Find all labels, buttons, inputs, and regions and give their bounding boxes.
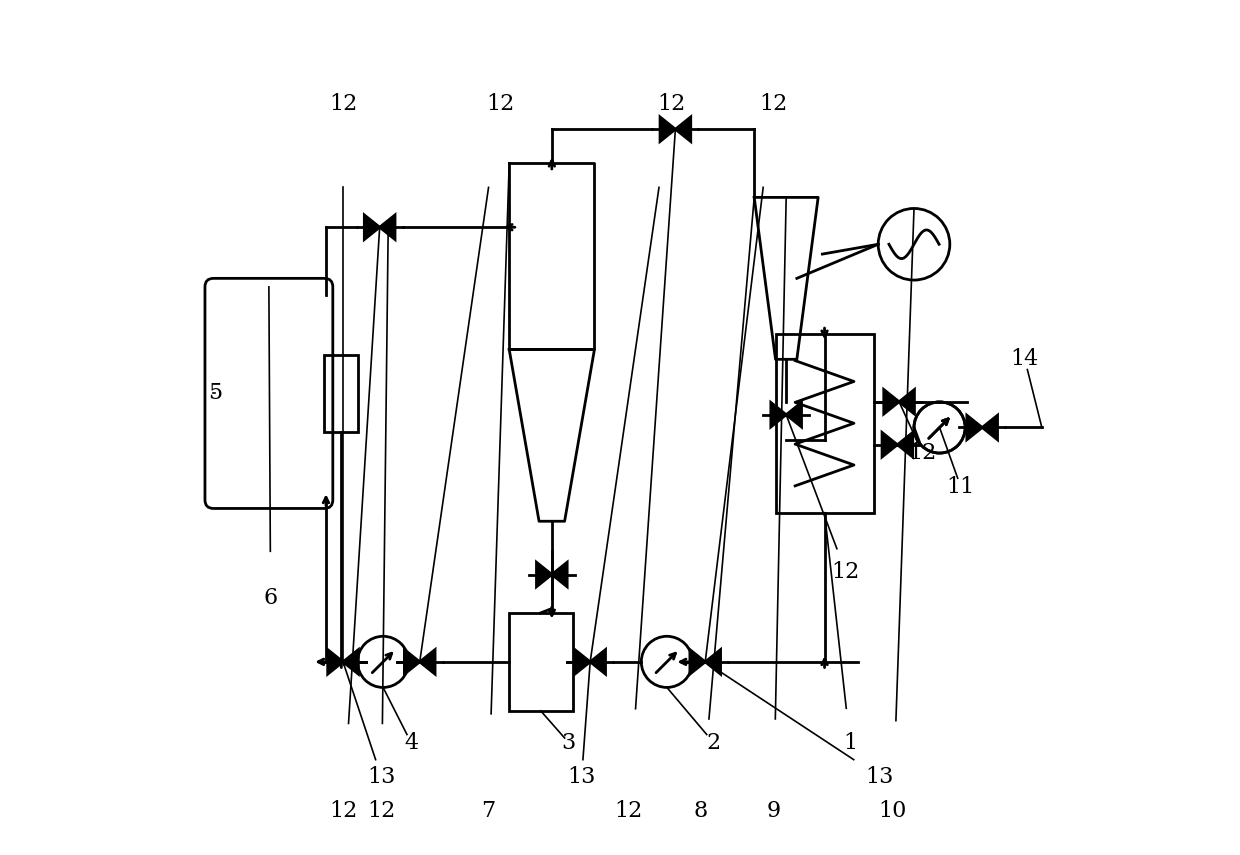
Text: 13: 13 <box>568 766 596 788</box>
Polygon shape <box>884 390 899 414</box>
Polygon shape <box>786 403 801 427</box>
Bar <box>508 613 573 711</box>
Bar <box>325 355 358 432</box>
Text: 9: 9 <box>766 800 780 822</box>
Polygon shape <box>327 650 343 674</box>
Text: 1: 1 <box>843 732 857 754</box>
Text: 12: 12 <box>329 92 357 115</box>
Polygon shape <box>899 390 914 414</box>
Polygon shape <box>771 403 786 427</box>
Polygon shape <box>404 650 419 674</box>
Text: 12: 12 <box>909 442 936 464</box>
Text: 11: 11 <box>947 476 975 498</box>
Text: 8: 8 <box>694 800 708 822</box>
Text: 12: 12 <box>329 800 357 822</box>
Text: 7: 7 <box>481 800 495 822</box>
Polygon shape <box>537 563 552 587</box>
Text: 4: 4 <box>404 732 418 754</box>
Text: 12: 12 <box>486 92 515 115</box>
Polygon shape <box>882 433 898 457</box>
Polygon shape <box>898 433 913 457</box>
Polygon shape <box>689 650 706 674</box>
Text: 2: 2 <box>707 732 720 754</box>
Polygon shape <box>575 650 590 674</box>
Text: 13: 13 <box>367 766 396 788</box>
Polygon shape <box>379 215 396 239</box>
Polygon shape <box>676 117 691 141</box>
Text: 5: 5 <box>208 382 222 404</box>
Polygon shape <box>343 650 358 674</box>
Text: 6: 6 <box>264 587 278 609</box>
Text: 12: 12 <box>832 562 861 583</box>
Text: 12: 12 <box>657 92 686 115</box>
Text: 14: 14 <box>1011 348 1039 370</box>
Polygon shape <box>365 215 379 239</box>
Text: 3: 3 <box>562 732 577 754</box>
Polygon shape <box>660 117 676 141</box>
Polygon shape <box>552 563 567 587</box>
Text: 10: 10 <box>878 800 906 822</box>
Text: 12: 12 <box>759 92 787 115</box>
Polygon shape <box>706 650 720 674</box>
Polygon shape <box>982 416 997 439</box>
Text: 12: 12 <box>367 800 396 822</box>
Polygon shape <box>967 416 982 439</box>
Polygon shape <box>419 650 435 674</box>
Polygon shape <box>590 650 605 674</box>
Bar <box>775 333 873 513</box>
Text: 12: 12 <box>614 800 642 822</box>
Text: 13: 13 <box>866 766 894 788</box>
